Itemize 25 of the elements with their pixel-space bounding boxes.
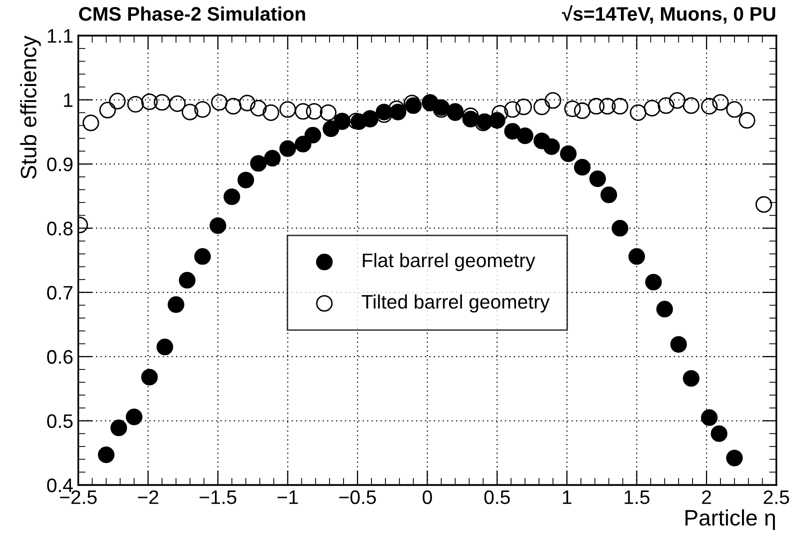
y-tick-label: 0.7 <box>47 286 72 300</box>
x-tick-label: −0.5 <box>339 490 376 504</box>
chart-subtitle: √s=14TeV, Muons, 0 PU <box>562 5 776 24</box>
y-tick-label: 0.8 <box>47 222 73 236</box>
x-tick-label: 1 <box>562 490 572 504</box>
y-tick-label: 0.6 <box>47 350 73 364</box>
y-tick-label: 0.9 <box>47 157 72 172</box>
x-tick-label: −2 <box>138 490 158 504</box>
x-tick-label: 0.5 <box>484 490 510 504</box>
legend-label: Tilted barrel geometry <box>362 294 550 313</box>
x-tick-label: −1.5 <box>200 490 236 504</box>
y-tick-label: 0.4 <box>47 478 73 492</box>
x-axis-title: Particle η <box>686 509 775 530</box>
x-tick-label: 0 <box>422 490 432 504</box>
chart-title: CMS Phase-2 Simulation <box>79 6 306 21</box>
x-tick-label: 2.5 <box>764 490 790 504</box>
x-tick-label: −2.5 <box>60 490 97 504</box>
x-tick-label: 2 <box>702 490 711 504</box>
y-tick-label: 1 <box>64 93 72 107</box>
y-tick-label: 0.5 <box>47 414 73 428</box>
legend-label: Flat barrel geometry <box>362 252 536 272</box>
x-tick-label: −1 <box>278 490 298 504</box>
y-axis-title: Stub efficiency <box>20 36 41 179</box>
x-tick-label: 1.5 <box>624 490 650 504</box>
y-tick-label: 1.1 <box>48 29 72 43</box>
